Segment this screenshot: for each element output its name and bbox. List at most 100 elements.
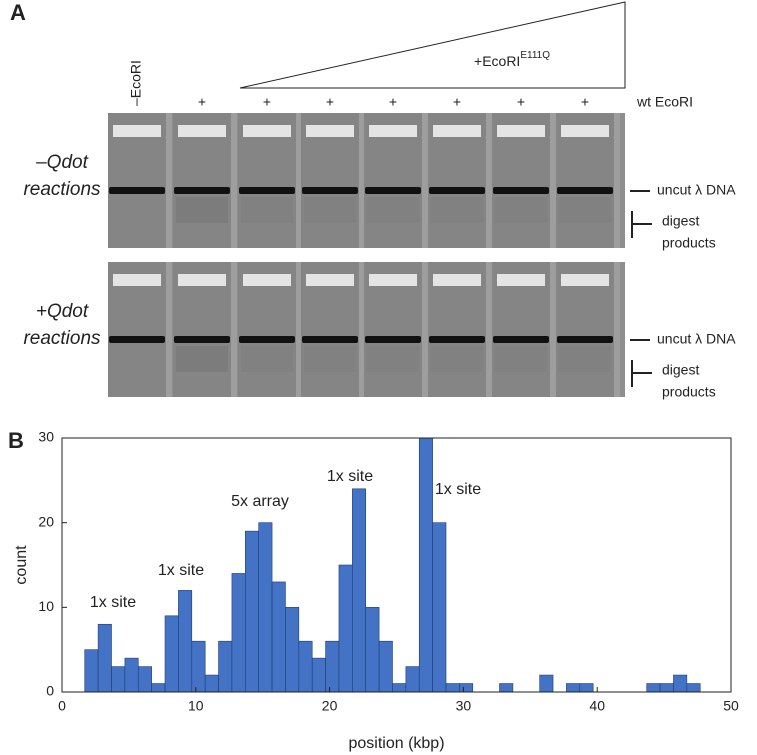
x-tick-label: 30 [456, 698, 472, 714]
annotation: 1x site [327, 468, 373, 485]
digest-smear [495, 197, 547, 223]
band [109, 336, 165, 343]
lane-mark: + [453, 94, 461, 110]
well [497, 274, 545, 286]
well [178, 274, 226, 286]
well [369, 274, 417, 286]
band [365, 187, 421, 194]
well [243, 274, 291, 286]
digest-smear [367, 346, 419, 372]
annotation: 5x array [231, 493, 289, 510]
lane-gap [231, 113, 237, 248]
products-label: products [662, 384, 716, 400]
band [174, 336, 230, 343]
band [557, 187, 613, 194]
mutant-name: +EcoRI [474, 53, 520, 69]
well [433, 274, 481, 286]
x-tick-label: 0 [58, 698, 66, 714]
band [174, 187, 230, 194]
x-axis-label: position (kbp) [348, 735, 444, 752]
bar [338, 564, 353, 693]
lane-gap [614, 262, 620, 397]
lane-gap [296, 113, 302, 248]
lane-mark: + [198, 94, 206, 110]
band-label: uncut λ DNA [657, 182, 736, 198]
bar [378, 640, 393, 693]
bar [258, 522, 273, 693]
band [429, 187, 485, 194]
bar [84, 649, 99, 693]
digest-smear [559, 346, 611, 372]
band [302, 187, 358, 194]
x-tick-label: 40 [589, 698, 605, 714]
band-label: uncut λ DNA [657, 331, 736, 347]
lane-gap [550, 113, 556, 248]
plot-frame [61, 437, 732, 693]
band [239, 187, 295, 194]
bar [673, 674, 688, 693]
lane-mark: + [263, 94, 271, 110]
well [113, 125, 161, 137]
band [557, 336, 613, 343]
bar [418, 437, 433, 693]
y-tick-label: 20 [38, 513, 54, 529]
band [239, 336, 295, 343]
digest-smear [495, 346, 547, 372]
band [493, 336, 549, 343]
well [561, 125, 609, 137]
digest-smear [176, 346, 228, 372]
bar [298, 640, 313, 693]
lane-mark: + [326, 94, 334, 110]
bar [432, 522, 447, 693]
annotation: 1x site [435, 481, 481, 498]
bar [204, 674, 219, 693]
bar [124, 657, 139, 693]
gels: + + + + + + + –Qdot reactions uncut λ DNA digest pr… [23, 94, 736, 400]
bar [445, 683, 460, 693]
lane-gap [166, 262, 172, 397]
well [113, 274, 161, 286]
y-axis-label: count [13, 545, 30, 585]
bar [459, 683, 474, 693]
lane-gap [359, 113, 365, 248]
well [497, 125, 545, 137]
bar [686, 683, 701, 693]
histogram: 0 10 20 30 40 50 0 10 20 30 position (kbp) count 1x … [13, 429, 739, 753]
band [109, 187, 165, 194]
digest-smear [176, 197, 228, 223]
digest-smear [559, 197, 611, 223]
bar [97, 623, 112, 693]
gradient-triangle [239, 1, 626, 89]
condition-label: +Qdot [36, 301, 89, 322]
annotation: 1x site [90, 594, 136, 611]
band [302, 336, 358, 343]
bar [499, 683, 514, 693]
products-label: digest [662, 213, 699, 229]
well [243, 125, 291, 137]
band [429, 336, 485, 343]
lane-gap [614, 113, 620, 248]
well [306, 274, 354, 286]
annotation: 1x site [158, 562, 204, 579]
digest-smear [431, 197, 483, 223]
bar [151, 683, 166, 693]
mutant-superscript: E111Q [520, 50, 550, 61]
digest-smear [431, 346, 483, 372]
bar [646, 683, 661, 693]
bar [218, 640, 233, 693]
bar [271, 581, 286, 693]
well [561, 274, 609, 286]
bar [178, 590, 193, 693]
bar [164, 615, 179, 693]
lane-gap [486, 113, 492, 248]
bar [659, 683, 674, 693]
bar [352, 488, 367, 693]
condition-label: reactions [23, 328, 101, 349]
lane-mark: + [517, 94, 525, 110]
lane-gap [296, 262, 302, 397]
digest-smear [367, 197, 419, 223]
bar [137, 666, 152, 693]
digest-smear [241, 346, 293, 372]
products-label: digest [662, 362, 699, 378]
